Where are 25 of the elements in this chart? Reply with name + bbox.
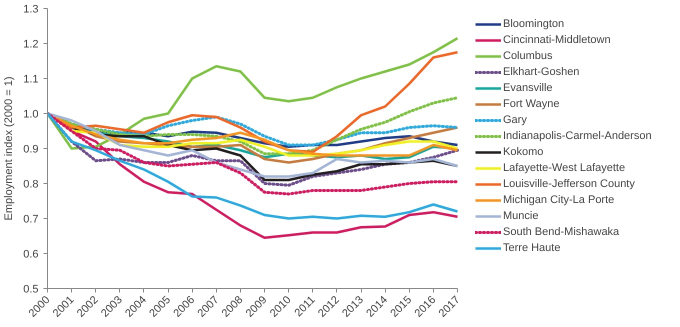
y-tick-label: 0.5	[23, 284, 39, 296]
legend-label: Muncie	[503, 209, 538, 224]
y-tick-label: 0.8	[23, 178, 39, 190]
legend-label: Louisville-Jefferson County	[503, 177, 635, 192]
legend-label: Terre Haute	[503, 241, 560, 256]
legend-label: Michigan City-La Porte	[503, 193, 614, 208]
y-tick-label: 0.9	[23, 144, 39, 156]
y-tick-label: 1.1	[23, 74, 39, 86]
legend-label: Bloomington	[503, 17, 564, 32]
legend-label: Evansville	[503, 81, 553, 96]
y-tick-label: 0.6	[23, 248, 39, 260]
legend-label: Columbus	[503, 49, 553, 64]
legend-label: Kokomo	[503, 145, 544, 160]
legend-label: Indianapolis-Carmel-Anderson	[503, 129, 652, 144]
legend-label: Cincinnati-Middletown	[503, 33, 611, 48]
y-tick-label: 1.3	[23, 4, 39, 16]
legend-label: South Bend-Mishawaka	[503, 225, 620, 240]
y-tick-label: 0.7	[23, 214, 39, 226]
legend-label: Lafayette-West Lafayette	[503, 161, 626, 176]
legend-label: Elkhart-Goshen	[503, 65, 580, 80]
y-tick-label: 1.0	[23, 108, 39, 120]
legend-label: Fort Wayne	[503, 97, 560, 112]
y-tick-label: 1.2	[23, 38, 39, 50]
legend-label: Gary	[503, 113, 527, 128]
y-axis-title: Employment index (2000 = 1)	[3, 76, 16, 220]
